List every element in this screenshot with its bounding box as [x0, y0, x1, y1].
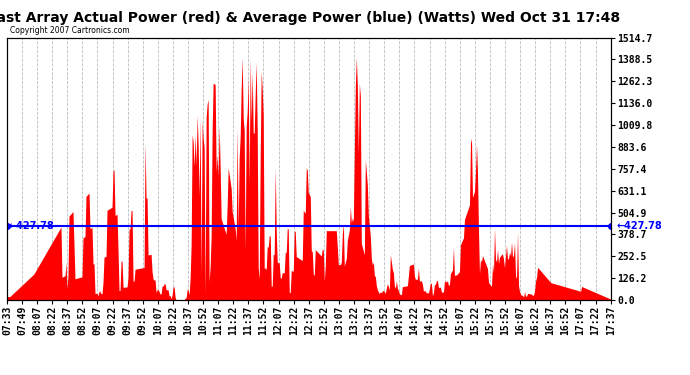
- Text: ←427.78: ←427.78: [9, 221, 55, 231]
- Text: East Array Actual Power (red) & Average Power (blue) (Watts) Wed Oct 31 17:48: East Array Actual Power (red) & Average …: [0, 11, 620, 25]
- Text: ←427.78: ←427.78: [617, 221, 662, 231]
- Text: Copyright 2007 Cartronics.com: Copyright 2007 Cartronics.com: [10, 26, 130, 35]
